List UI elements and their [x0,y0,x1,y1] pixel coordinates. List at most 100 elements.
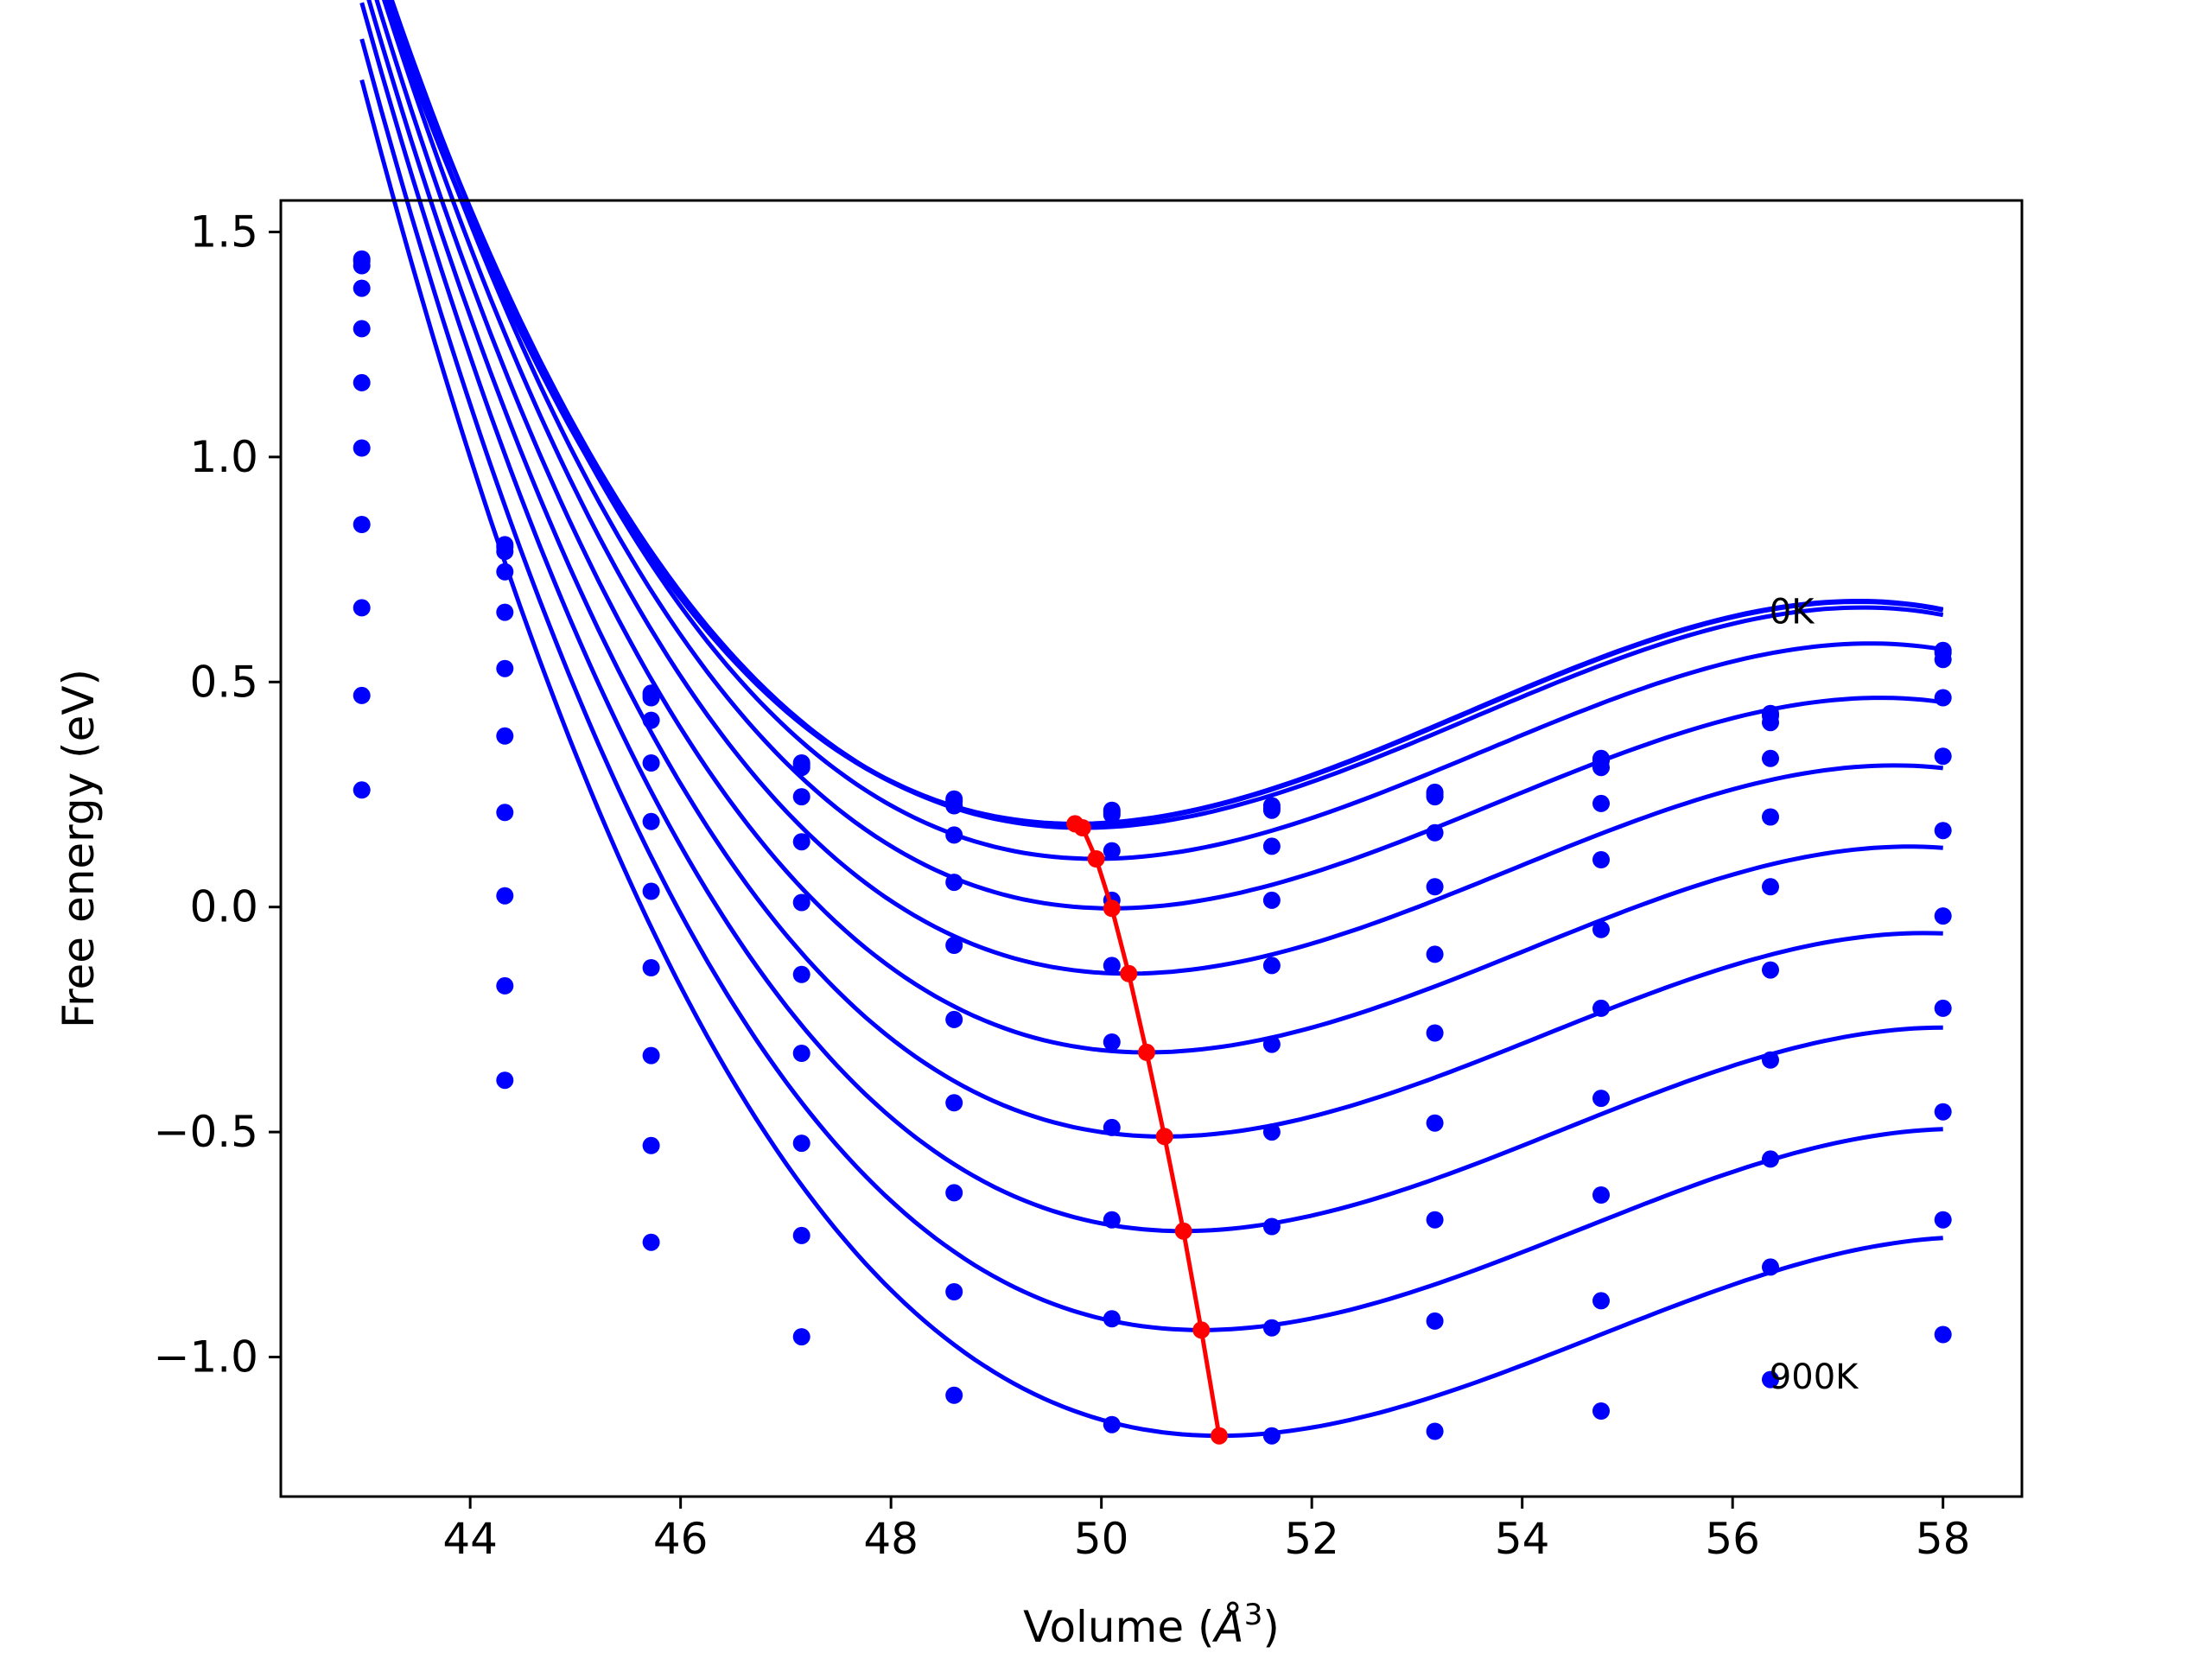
data-point-7-10 [1934,999,1952,1017]
data-point-9-1 [496,976,514,995]
data-point-4-9 [1762,808,1779,826]
data-point-8-6 [1262,1217,1281,1236]
data-point-8-1 [496,887,514,905]
y-tick-label-2: 0.0 [189,882,258,932]
data-point-3-1 [496,563,514,581]
y-tick-label-5: 1.5 [189,207,258,257]
data-point-2-3 [792,759,810,777]
x-tick-label-7: 58 [1916,1514,1971,1564]
data-point-2-7 [1426,788,1444,806]
data-point-6-8 [1592,999,1610,1017]
y-axis-label: Free energy (eV) [54,669,104,1028]
data-point-6-5 [1103,1033,1121,1051]
data-point-6-10 [1934,907,1952,925]
annotation-0k: 0K [1770,593,1815,632]
data-point-8-9 [1762,1150,1779,1168]
data-point-9-5 [1103,1310,1121,1328]
data-point-5-4 [945,937,963,954]
data-point-8-2 [642,1046,660,1065]
data-point-6-9 [1762,961,1779,979]
data-point-9-3 [792,1226,810,1244]
data-point-9-2 [642,1136,660,1154]
data-point-10-6 [1262,1427,1281,1445]
x-axis-label-close: ) [1262,1602,1280,1652]
data-point-8-10 [1934,1103,1952,1121]
annotation-900k: 900K [1770,1357,1859,1397]
data-point-3-8 [1592,794,1610,812]
data-point-3-6 [1262,837,1281,855]
data-point-9-6 [1262,1319,1281,1337]
fit-curve-3 [389,0,1944,861]
data-point-6-1 [496,727,514,745]
fit-curve-2 [388,0,1944,830]
data-point-2-6 [1262,801,1281,819]
minimum-point-4 [1120,964,1138,982]
x-axis-label-unit: Å [1212,1602,1244,1652]
data-point-8-5 [1103,1211,1121,1229]
data-point-5-8 [1592,920,1610,938]
minimum-point-8 [1192,1321,1211,1339]
data-point-7-1 [496,804,514,822]
x-tick-label-6: 56 [1705,1514,1760,1564]
minimum-point-6 [1155,1128,1173,1146]
x-tick-label-4: 52 [1284,1514,1339,1564]
data-point-7-0 [353,516,371,533]
minimum-point-2 [1087,850,1105,868]
data-point-7-2 [642,959,660,976]
data-point-7-9 [1762,1051,1779,1069]
data-point-8-0 [353,599,371,617]
x-tick-label-1: 46 [653,1514,709,1564]
data-point-10-7 [1426,1422,1444,1440]
minimum-point-3 [1103,899,1121,918]
data-point-2-10 [1934,651,1952,669]
data-point-2-5 [1103,805,1121,823]
data-point-3-9 [1762,749,1779,767]
data-point-4-0 [353,320,371,338]
data-point-5-5 [1103,957,1121,975]
x-axis-ticks: 44 46 48 50 52 54 56 58 [442,1497,1970,1564]
data-point-9-9 [1762,1258,1779,1276]
fit-curve-5 [381,0,1943,976]
data-point-9-8 [1592,1292,1610,1310]
x-axis-label: Volume (Å3) [1023,1598,1280,1652]
x-tick-label-5: 54 [1495,1514,1550,1564]
data-point-2-0 [353,257,371,275]
data-point-2-9 [1762,714,1779,732]
minimum-point-9 [1211,1427,1228,1445]
x-axis-label-exponent: 3 [1244,1598,1263,1632]
data-point-5-7 [1426,945,1444,963]
y-tick-label-0: −1.0 [154,1332,258,1382]
data-point-6-2 [642,882,660,900]
data-point-3-0 [353,279,371,297]
data-point-10-10 [1934,1325,1952,1344]
minimum-point-1 [1073,819,1091,836]
data-point-10-9 [1762,1370,1779,1389]
fit-curve-4 [386,0,1944,911]
data-point-8-4 [945,1184,963,1202]
data-point-4-8 [1592,851,1610,868]
data-point-7-4 [945,1094,963,1112]
minimum-path-layer [1066,815,1228,1445]
data-point-7-3 [792,1045,810,1062]
data-point-8-8 [1592,1186,1610,1204]
data-point-8-3 [792,1135,810,1153]
data-point-10-5 [1103,1415,1121,1433]
data-point-5-2 [642,812,660,830]
x-tick-label-0: 44 [442,1514,498,1564]
x-tick-label-3: 50 [1074,1514,1129,1564]
data-point-4-10 [1934,747,1952,766]
data-point-2-8 [1592,759,1610,777]
data-point-7-8 [1592,1090,1610,1108]
x-tick-label-2: 48 [863,1514,918,1564]
fit-curve-7 [366,0,1943,1139]
data-point-5-10 [1934,822,1952,840]
fit-curve-8 [359,2,1943,1234]
data-point-4-4 [945,874,963,892]
data-point-10-4 [945,1386,963,1404]
curves-layer [359,0,1944,1439]
fit-curve-9 [359,38,1943,1332]
minimum-path-line [1074,822,1222,1437]
plot-frame [279,199,2024,1498]
data-point-10-8 [1592,1402,1610,1420]
